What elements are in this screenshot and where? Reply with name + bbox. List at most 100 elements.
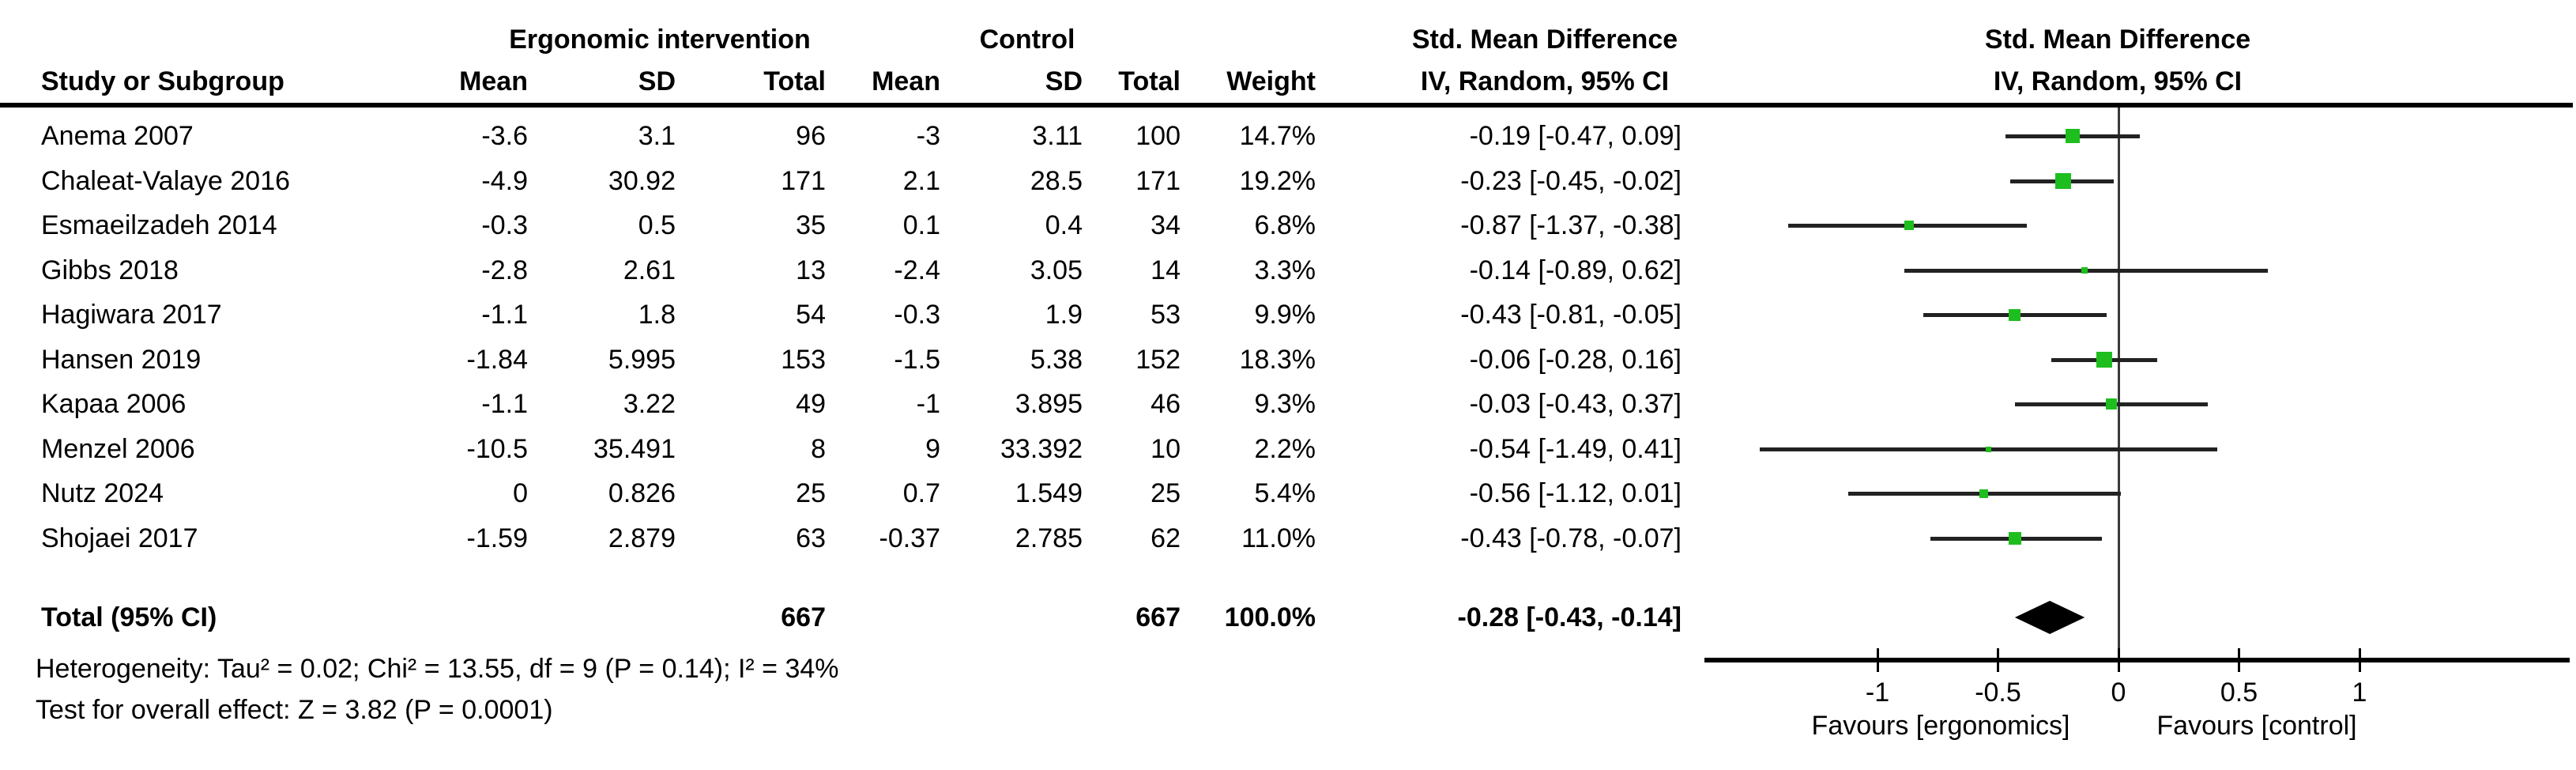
x-axis-tick-label: -0.5 <box>1975 678 2021 708</box>
control-mean: -1.5 <box>894 345 940 375</box>
study-name: Hansen 2019 <box>41 345 201 375</box>
intervention-sd: 2.879 <box>608 523 676 553</box>
study-name: Chaleat-Valaye 2016 <box>41 166 291 196</box>
effect-size-square <box>2081 267 2088 274</box>
column-header-smd-ci: IV, Random, 95% CI <box>1420 66 1670 96</box>
study-smd-ci: -0.54 [-1.49, 0.41] <box>1469 434 1682 464</box>
intervention-mean: 0 <box>513 478 528 508</box>
intervention-total: 54 <box>796 300 826 330</box>
control-sd: 3.895 <box>1015 389 1083 419</box>
control-mean: 2.1 <box>902 166 940 196</box>
column-header-sd-control: SD <box>1045 66 1083 96</box>
intervention-total: 49 <box>796 389 826 419</box>
control-sd: 33.392 <box>1000 434 1083 464</box>
control-mean: -0.3 <box>894 300 940 330</box>
study-name: Kapaa 2006 <box>41 389 186 419</box>
intervention-sd: 0.826 <box>608 478 676 508</box>
control-sd: 28.5 <box>1030 166 1083 196</box>
intervention-mean: -3.6 <box>481 121 528 151</box>
study-name: Nutz 2024 <box>41 478 164 508</box>
intervention-total: 25 <box>796 478 826 508</box>
control-sd: 1.549 <box>1015 478 1083 508</box>
x-axis-line <box>1704 658 2570 662</box>
effect-size-square <box>2096 352 2112 368</box>
study-smd-ci: -0.87 [-1.37, -0.38] <box>1460 210 1682 240</box>
intervention-sd: 35.491 <box>593 434 676 464</box>
total-weight: 100.0% <box>1224 602 1316 632</box>
column-group-control: Control <box>979 25 1075 55</box>
study-smd-ci: -0.43 [-0.78, -0.07] <box>1460 523 1682 553</box>
study-name: Esmaeilzadeh 2014 <box>41 210 277 240</box>
total-smd-ci: -0.28 [-0.43, -0.14] <box>1457 602 1682 632</box>
intervention-total: 13 <box>796 255 826 285</box>
study-name: Hagiwara 2017 <box>41 300 222 330</box>
control-total: 152 <box>1135 345 1181 375</box>
intervention-mean: -1.1 <box>481 389 528 419</box>
control-total: 100 <box>1135 121 1181 151</box>
column-header-study: Study or Subgroup <box>41 66 284 96</box>
effect-size-square <box>1979 489 1988 498</box>
column-header-mean-intervention: Mean <box>459 66 528 96</box>
control-total: 62 <box>1151 523 1181 553</box>
overall-effect-stat: Test for overall effect: Z = 3.82 (P = 0… <box>36 695 553 725</box>
effect-size-square <box>2066 129 2081 143</box>
intervention-total: 96 <box>796 121 826 151</box>
x-axis-tick <box>2238 648 2240 672</box>
intervention-sd: 3.22 <box>623 389 676 419</box>
intervention-mean: -4.9 <box>481 166 528 196</box>
study-smd-ci: -0.23 [-0.45, -0.02] <box>1460 166 1682 196</box>
intervention-sd: 30.92 <box>608 166 676 196</box>
favours-left-label: Favours [ergonomics] <box>1811 711 2070 741</box>
plot-header-smd-ci: IV, Random, 95% CI <box>1993 66 2243 96</box>
study-weight: 19.2% <box>1239 166 1316 196</box>
control-total: 171 <box>1135 166 1181 196</box>
control-total: 10 <box>1151 434 1181 464</box>
control-total: 46 <box>1151 389 1181 419</box>
control-total: 34 <box>1151 210 1181 240</box>
study-name: Gibbs 2018 <box>41 255 179 285</box>
heterogeneity-stat: Heterogeneity: Tau² = 0.02; Chi² = 13.55… <box>36 654 839 684</box>
control-mean: 9 <box>925 434 940 464</box>
plot-column-title: Std. Mean Difference <box>1984 25 2251 55</box>
intervention-mean: -0.3 <box>481 210 528 240</box>
effect-size-square <box>2054 173 2071 189</box>
study-weight: 5.4% <box>1254 478 1316 508</box>
column-group-intervention: Ergonomic intervention <box>509 25 811 55</box>
control-sd: 1.9 <box>1045 300 1083 330</box>
total-control-n: 667 <box>1135 602 1181 632</box>
x-axis-tick-label: 0.5 <box>2220 678 2258 708</box>
study-smd-ci: -0.56 [-1.12, 0.01] <box>1469 478 1682 508</box>
total-label: Total (95% CI) <box>41 602 217 632</box>
smd-column-title: Std. Mean Difference <box>1411 25 1678 55</box>
study-weight: 9.3% <box>1254 389 1316 419</box>
x-axis-tick <box>1876 648 1879 672</box>
control-mean: 0.1 <box>902 210 940 240</box>
intervention-mean: -10.5 <box>466 434 529 464</box>
control-total: 14 <box>1151 255 1181 285</box>
study-name: Shojaei 2017 <box>41 523 198 553</box>
x-axis-tick <box>2117 648 2120 672</box>
intervention-mean: -1.84 <box>466 345 529 375</box>
column-header-total-control: Total <box>1118 66 1181 96</box>
zero-effect-line <box>2117 108 2120 662</box>
intervention-sd: 1.8 <box>638 300 676 330</box>
study-weight: 11.0% <box>1241 523 1316 553</box>
study-weight: 9.9% <box>1254 300 1316 330</box>
column-header-weight: Weight <box>1226 66 1316 96</box>
column-header-mean-control: Mean <box>872 66 940 96</box>
study-weight: 6.8% <box>1254 210 1316 240</box>
intervention-sd: 5.995 <box>608 345 676 375</box>
study-smd-ci: -0.14 [-0.89, 0.62] <box>1469 255 1682 285</box>
intervention-sd: 3.1 <box>638 121 676 151</box>
control-mean: 0.7 <box>902 478 940 508</box>
study-weight: 18.3% <box>1239 345 1316 375</box>
study-smd-ci: -0.03 [-0.43, 0.37] <box>1469 389 1682 419</box>
control-sd: 3.11 <box>1032 121 1083 151</box>
intervention-total: 153 <box>781 345 826 375</box>
control-mean: -0.37 <box>879 523 941 553</box>
study-weight: 14.7% <box>1239 121 1316 151</box>
control-mean: -3 <box>916 121 940 151</box>
intervention-total: 35 <box>796 210 826 240</box>
intervention-mean: -2.8 <box>481 255 528 285</box>
